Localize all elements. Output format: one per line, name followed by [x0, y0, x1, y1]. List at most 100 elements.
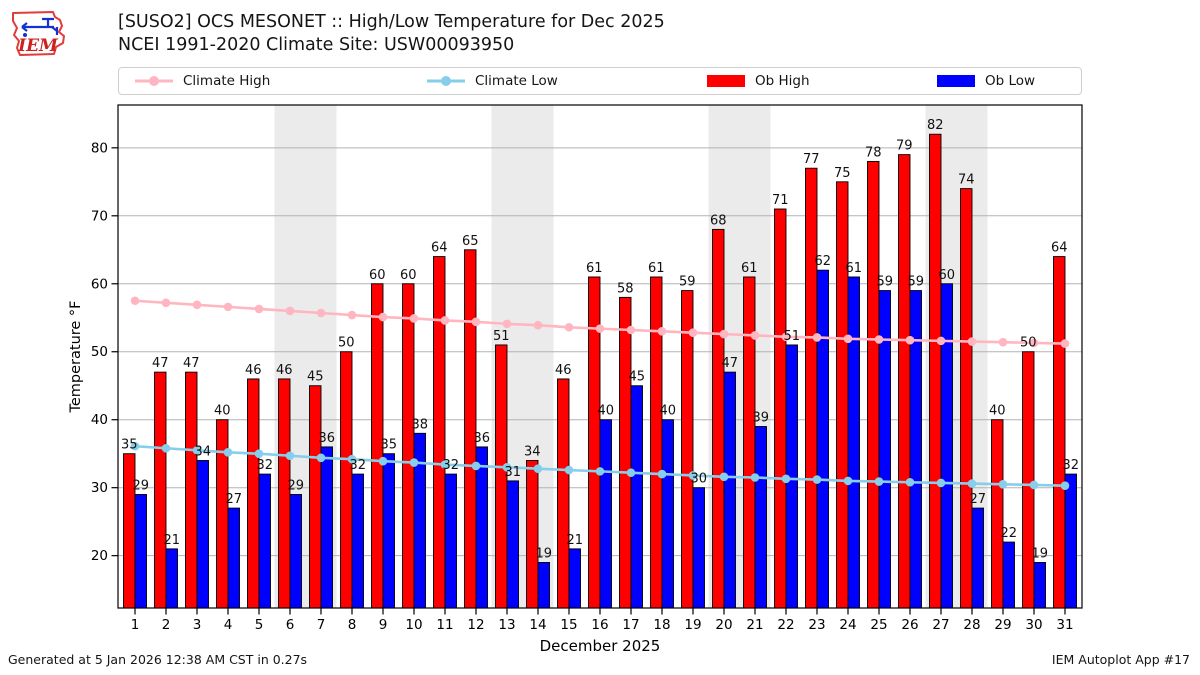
svg-text:27: 27 [225, 492, 242, 507]
svg-text:35: 35 [121, 438, 138, 453]
svg-text:77: 77 [803, 152, 820, 167]
legend-item-ob-high: Ob High [706, 68, 810, 94]
svg-text:40: 40 [597, 404, 614, 419]
ob-low-bars [134, 269, 1077, 609]
svg-text:19: 19 [1031, 546, 1048, 561]
climate-high-line-swatch-icon [135, 76, 173, 86]
svg-text:40: 40 [659, 404, 676, 419]
svg-text:10: 10 [405, 617, 422, 633]
x-axis-title: December 2025 [540, 637, 661, 655]
svg-text:71: 71 [772, 193, 789, 208]
iowa-outline-icon [12, 11, 65, 56]
svg-text:59: 59 [679, 275, 696, 290]
svg-text:29: 29 [994, 617, 1011, 633]
svg-text:36: 36 [473, 431, 490, 446]
svg-text:75: 75 [834, 166, 851, 181]
svg-text:8: 8 [348, 617, 357, 633]
svg-text:21: 21 [746, 617, 763, 633]
svg-text:36: 36 [318, 431, 335, 446]
svg-text:32: 32 [256, 458, 273, 473]
svg-text:80: 80 [91, 140, 108, 156]
svg-text:21: 21 [566, 533, 583, 548]
svg-text:6: 6 [286, 617, 295, 633]
svg-text:20: 20 [715, 617, 732, 633]
svg-text:40: 40 [91, 412, 108, 428]
svg-text:51: 51 [493, 329, 510, 344]
y-axis-title: Temperature °F [68, 300, 84, 413]
svg-text:4: 4 [224, 617, 233, 633]
svg-text:39: 39 [752, 411, 769, 426]
x-axis: 1 2 3 4 5 6 7 8 9 10 11 12 13 14 15 16 17 18 19 20 21 22 23 24 2… [131, 608, 1074, 655]
svg-text:74: 74 [958, 173, 975, 188]
svg-text:35: 35 [380, 438, 397, 453]
svg-text:60: 60 [938, 268, 955, 283]
iem-logo: IEM [8, 5, 72, 61]
svg-text:64: 64 [431, 241, 448, 256]
legend-label: Ob Low [985, 73, 1036, 89]
svg-text:17: 17 [622, 617, 639, 633]
svg-text:30: 30 [690, 472, 707, 487]
svg-text:27: 27 [932, 617, 949, 633]
svg-text:47: 47 [152, 356, 169, 371]
ob-high-patch-swatch-icon [707, 75, 745, 87]
svg-text:22: 22 [1000, 526, 1017, 541]
svg-text:60: 60 [400, 268, 417, 283]
svg-text:70: 70 [91, 208, 108, 224]
svg-text:2: 2 [162, 617, 171, 633]
ob-high-bars [123, 133, 1066, 609]
svg-text:7: 7 [317, 617, 326, 633]
svg-text:64: 64 [1051, 241, 1068, 256]
svg-text:25: 25 [870, 617, 887, 633]
chart-legend: Climate High Climate Low Ob High Ob Low [118, 67, 1082, 95]
svg-text:31: 31 [504, 465, 521, 480]
svg-text:59: 59 [876, 275, 893, 290]
svg-text:60: 60 [369, 268, 386, 283]
svg-text:32: 32 [442, 458, 459, 473]
svg-text:62: 62 [814, 254, 831, 269]
svg-text:34: 34 [524, 444, 541, 459]
svg-text:22: 22 [777, 617, 794, 633]
svg-text:14: 14 [529, 617, 546, 633]
svg-text:5: 5 [255, 617, 264, 633]
climate-low-line [130, 441, 1070, 490]
svg-text:50: 50 [338, 336, 355, 351]
svg-text:34: 34 [194, 444, 211, 459]
generated-timestamp: Generated at 5 Jan 2026 12:38 AM CST in … [8, 652, 308, 667]
svg-text:46: 46 [245, 363, 262, 378]
svg-text:61: 61 [586, 261, 603, 276]
svg-text:68: 68 [710, 213, 727, 228]
legend-item-ob-low: Ob Low [936, 68, 1035, 94]
svg-text:60: 60 [91, 276, 108, 292]
svg-text:50: 50 [91, 344, 108, 360]
svg-text:46: 46 [555, 363, 572, 378]
svg-text:27: 27 [969, 492, 986, 507]
svg-text:82: 82 [927, 118, 944, 133]
svg-text:40: 40 [989, 404, 1006, 419]
svg-text:20: 20 [91, 548, 108, 564]
svg-text:16: 16 [591, 617, 608, 633]
bar-value-labels: 35 29 47 21 47 34 40 27 46 32 46 29 45 36 50 32 60 35 60 38… [121, 118, 1079, 561]
legend-item-climate-low: Climate Low [426, 68, 558, 94]
svg-text:46: 46 [276, 363, 293, 378]
svg-text:12: 12 [467, 617, 484, 633]
weather-vane-icon [21, 17, 59, 37]
app-credit: IEM Autoplot App #17 [1051, 652, 1190, 667]
legend-label: Climate High [183, 73, 271, 89]
svg-text:28: 28 [963, 617, 980, 633]
svg-text:59: 59 [907, 275, 924, 290]
svg-text:79: 79 [896, 139, 913, 154]
svg-text:30: 30 [1025, 617, 1042, 633]
svg-text:23: 23 [808, 617, 825, 633]
ob-low-patch-swatch-icon [937, 75, 975, 87]
legend-label: Climate Low [475, 73, 558, 89]
svg-text:24: 24 [839, 617, 856, 633]
svg-text:21: 21 [163, 533, 180, 548]
svg-text:47: 47 [183, 356, 200, 371]
y-axis: 20 30 40 50 60 70 80 Temperature °F [68, 140, 118, 564]
svg-text:29: 29 [132, 478, 149, 493]
legend-label: Ob High [755, 73, 810, 89]
svg-text:61: 61 [741, 261, 758, 276]
svg-text:50: 50 [1020, 336, 1037, 351]
climate-low-line-swatch-icon [427, 76, 465, 86]
svg-text:61: 61 [648, 261, 665, 276]
